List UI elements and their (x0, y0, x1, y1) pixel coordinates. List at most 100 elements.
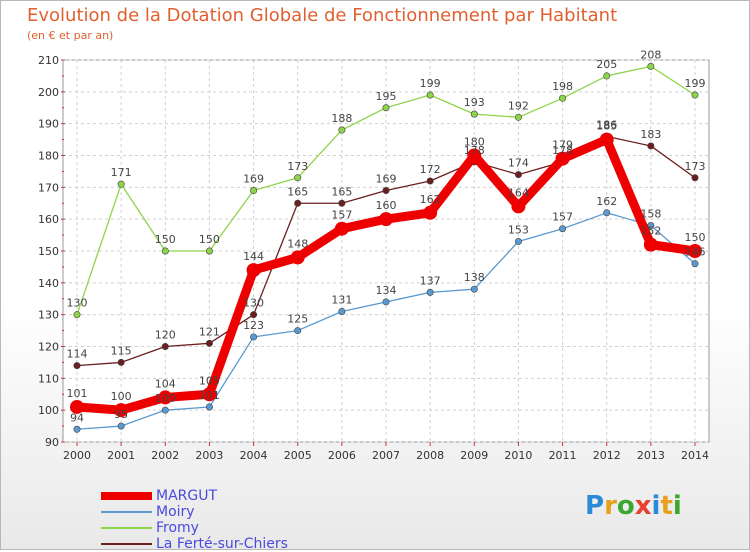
x-tick-label: 2006 (328, 449, 356, 462)
data-point (114, 403, 129, 418)
data-label: 178 (464, 144, 485, 157)
data-point (467, 148, 482, 163)
data-label: 169 (243, 173, 264, 186)
data-point (246, 263, 261, 278)
data-point (511, 199, 526, 214)
data-point (603, 72, 611, 80)
data-label: 171 (111, 166, 132, 179)
data-point (382, 104, 390, 112)
x-tick-label: 2011 (549, 449, 577, 462)
data-point (338, 199, 346, 207)
data-label: 150 (155, 233, 176, 246)
data-point (205, 247, 213, 255)
data-point (334, 221, 349, 236)
data-point (426, 288, 434, 296)
data-label: 105 (199, 374, 220, 387)
data-label: 138 (464, 271, 485, 284)
legend-label-moiry: Moiry (156, 504, 195, 520)
data-point (691, 174, 699, 182)
data-label: 160 (376, 199, 397, 212)
x-tick-label: 2013 (637, 449, 665, 462)
legend-swatch-la-ferte (101, 543, 152, 545)
data-point (73, 362, 81, 370)
logo-letter: o (616, 491, 635, 521)
data-point (514, 171, 522, 179)
data-point (426, 91, 434, 99)
data-point (382, 187, 390, 195)
data-point (647, 142, 655, 150)
y-tick-label: 180 (38, 150, 59, 163)
data-point (294, 174, 302, 182)
x-tick-label: 2001 (107, 449, 135, 462)
data-label: 173 (287, 160, 308, 173)
data-point (423, 205, 438, 220)
data-label: 157 (552, 211, 573, 224)
data-point (514, 113, 522, 121)
x-tick-label: 2004 (240, 449, 268, 462)
data-point (294, 199, 302, 207)
data-label: 198 (552, 80, 573, 93)
data-point (205, 403, 213, 411)
y-tick-label: 130 (38, 309, 59, 322)
y-tick-label: 120 (38, 341, 59, 354)
data-label: 178 (552, 144, 573, 157)
data-point (338, 126, 346, 134)
data-label: 173 (685, 160, 706, 173)
y-tick-label: 110 (38, 372, 59, 385)
data-label: 150 (199, 233, 220, 246)
data-label: 100 (155, 392, 176, 405)
data-point (338, 307, 346, 315)
data-point (250, 311, 258, 319)
data-label: 162 (596, 195, 617, 208)
data-label: 195 (376, 90, 397, 103)
data-point (290, 250, 305, 265)
y-tick-label: 150 (38, 245, 59, 258)
data-label: 94 (70, 411, 84, 424)
logo-letter: t (660, 491, 673, 521)
data-label: 115 (111, 344, 132, 357)
data-label: 121 (199, 325, 220, 338)
legend-label-la-ferte: La Ferté-sur-Chiers (156, 536, 288, 552)
data-label: 193 (464, 96, 485, 109)
data-label: 101 (199, 389, 220, 402)
data-point (250, 333, 258, 341)
y-tick-label: 160 (38, 213, 59, 226)
data-label: 162 (420, 193, 441, 206)
data-label: 123 (243, 319, 264, 332)
data-label: 130 (67, 297, 88, 310)
legend-label-margut: MARGUT (156, 488, 218, 504)
data-point (514, 237, 522, 245)
logo-letter: i (651, 491, 661, 521)
chart-subtitle: (en € et par an) (27, 29, 114, 42)
data-label: 130 (243, 297, 264, 310)
y-tick-label: 190 (38, 118, 59, 131)
data-point (161, 342, 169, 350)
x-tick-label: 2009 (460, 449, 488, 462)
logo-letter: P (585, 491, 605, 521)
data-point (73, 425, 81, 433)
data-label: 188 (331, 112, 352, 125)
data-label: 125 (287, 313, 308, 326)
legend-swatch-fromy (101, 527, 152, 529)
data-point (559, 225, 567, 233)
x-tick-label: 2003 (195, 449, 223, 462)
data-label: 152 (640, 225, 661, 238)
x-tick-label: 2010 (504, 449, 532, 462)
proxiti-logo: Proxiti (585, 491, 682, 521)
x-tick-label: 2008 (416, 449, 444, 462)
logo-letter: x (634, 491, 652, 521)
data-label: 183 (640, 128, 661, 141)
data-point (161, 247, 169, 255)
x-tick-label: 2014 (681, 449, 709, 462)
data-label: 120 (155, 329, 176, 342)
data-point (250, 187, 258, 195)
y-tick-label: 200 (38, 86, 59, 99)
x-tick-label: 2007 (372, 449, 400, 462)
data-label: 148 (287, 237, 308, 250)
legend-swatch-margut (101, 492, 152, 500)
data-point (470, 285, 478, 293)
x-tick-label: 2005 (284, 449, 312, 462)
data-label: 180 (464, 136, 485, 149)
data-label: 165 (331, 185, 352, 198)
